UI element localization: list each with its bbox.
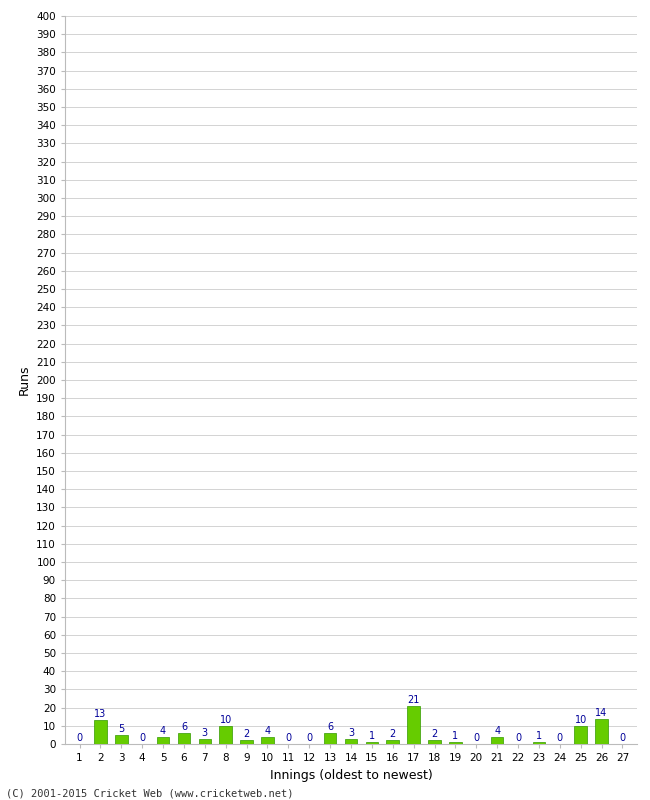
Bar (324, 733, 337, 744)
Text: 10: 10 (220, 715, 232, 725)
Text: 5: 5 (118, 724, 125, 734)
Bar (177, 733, 190, 744)
Text: 1: 1 (536, 731, 542, 742)
Text: 0: 0 (139, 733, 146, 743)
Bar (449, 742, 462, 744)
Text: 4: 4 (494, 726, 500, 736)
X-axis label: Innings (oldest to newest): Innings (oldest to newest) (270, 769, 432, 782)
Text: 1: 1 (452, 731, 458, 742)
Bar (220, 726, 232, 744)
Bar (532, 742, 545, 744)
Bar (595, 718, 608, 744)
Text: 10: 10 (575, 715, 587, 725)
Text: 0: 0 (515, 733, 521, 743)
Text: 0: 0 (619, 733, 625, 743)
Bar (428, 740, 441, 744)
Text: 0: 0 (556, 733, 563, 743)
Text: 0: 0 (306, 733, 312, 743)
Text: 14: 14 (595, 708, 608, 718)
Text: 2: 2 (432, 730, 437, 739)
Bar (157, 737, 170, 744)
Bar (408, 706, 420, 744)
Text: (C) 2001-2015 Cricket Web (www.cricketweb.net): (C) 2001-2015 Cricket Web (www.cricketwe… (6, 789, 294, 798)
Text: 4: 4 (265, 726, 270, 736)
Bar (240, 740, 253, 744)
Bar (344, 738, 358, 744)
Bar (491, 737, 503, 744)
Y-axis label: Runs: Runs (18, 365, 31, 395)
Text: 13: 13 (94, 710, 107, 719)
Text: 1: 1 (369, 731, 375, 742)
Bar (365, 742, 378, 744)
Text: 0: 0 (77, 733, 83, 743)
Text: 21: 21 (408, 695, 420, 705)
Text: 2: 2 (389, 730, 396, 739)
Text: 0: 0 (285, 733, 291, 743)
Text: 3: 3 (348, 728, 354, 738)
Bar (575, 726, 587, 744)
Text: 0: 0 (473, 733, 479, 743)
Text: 6: 6 (181, 722, 187, 732)
Bar (94, 720, 107, 744)
Text: 2: 2 (244, 730, 250, 739)
Bar (199, 738, 211, 744)
Bar (115, 735, 127, 744)
Text: 3: 3 (202, 728, 208, 738)
Bar (261, 737, 274, 744)
Text: 4: 4 (160, 726, 166, 736)
Text: 6: 6 (327, 722, 333, 732)
Bar (387, 740, 399, 744)
